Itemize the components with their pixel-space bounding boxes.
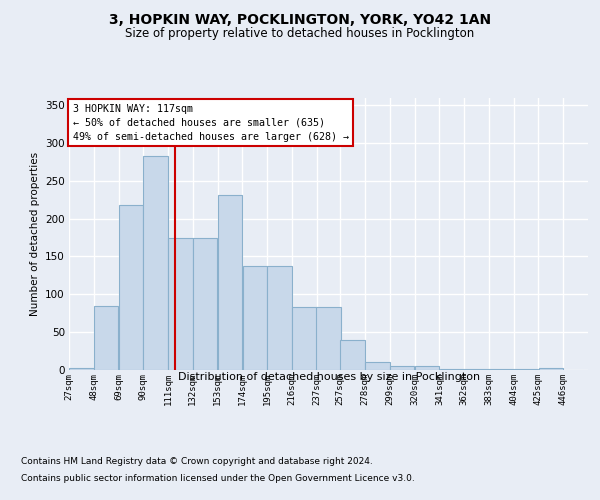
Text: 3 HOPKIN WAY: 117sqm
← 50% of detached houses are smaller (635)
49% of semi-deta: 3 HOPKIN WAY: 117sqm ← 50% of detached h…	[73, 104, 349, 142]
Bar	[390, 366, 415, 370]
Bar	[340, 340, 365, 370]
Bar	[514, 369, 538, 370]
Bar	[242, 266, 267, 370]
Text: Size of property relative to detached houses in Pocklington: Size of property relative to detached ho…	[125, 28, 475, 40]
Bar	[292, 307, 317, 370]
Bar	[365, 362, 389, 370]
Bar	[316, 307, 341, 370]
Bar	[94, 306, 118, 370]
Text: Contains public sector information licensed under the Open Government Licence v3: Contains public sector information licen…	[21, 474, 415, 483]
Text: Contains HM Land Registry data © Crown copyright and database right 2024.: Contains HM Land Registry data © Crown c…	[21, 458, 373, 466]
Bar	[119, 205, 143, 370]
Bar	[539, 368, 563, 370]
Bar	[69, 368, 94, 370]
Bar	[218, 195, 242, 370]
Bar	[489, 369, 514, 370]
Text: Distribution of detached houses by size in Pocklington: Distribution of detached houses by size …	[178, 372, 480, 382]
Bar	[193, 238, 217, 370]
Bar	[415, 366, 439, 370]
Bar	[464, 369, 489, 370]
Bar	[440, 369, 464, 370]
Text: 3, HOPKIN WAY, POCKLINGTON, YORK, YO42 1AN: 3, HOPKIN WAY, POCKLINGTON, YORK, YO42 1…	[109, 12, 491, 26]
Bar	[143, 156, 168, 370]
Bar	[168, 238, 193, 370]
Bar	[268, 266, 292, 370]
Y-axis label: Number of detached properties: Number of detached properties	[29, 152, 40, 316]
